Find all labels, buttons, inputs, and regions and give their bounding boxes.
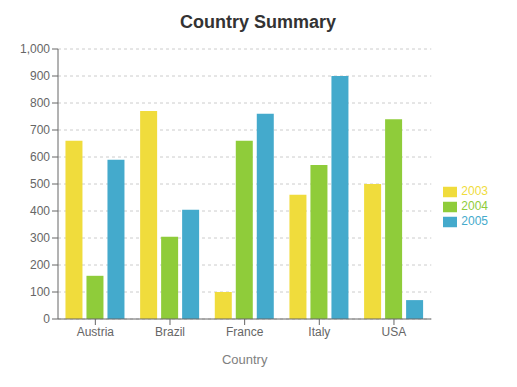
svg-text:Brazil: Brazil — [155, 325, 185, 339]
svg-text:France: France — [226, 325, 264, 339]
svg-text:0: 0 — [43, 312, 50, 326]
svg-text:500: 500 — [30, 177, 50, 191]
svg-text:USA: USA — [382, 325, 407, 339]
svg-text:600: 600 — [30, 150, 50, 164]
svg-text:Austria: Austria — [77, 325, 115, 339]
svg-text:1,000: 1,000 — [20, 42, 50, 56]
svg-text:Italy: Italy — [308, 325, 330, 339]
svg-text:800: 800 — [30, 96, 50, 110]
html-text:2004: 2004 — [461, 199, 488, 214]
svg-text:Country: Country — [222, 352, 268, 367]
svg-text:700: 700 — [30, 123, 50, 137]
svg-text:200: 200 — [30, 258, 50, 272]
html-text:2003: 2003 — [461, 184, 488, 199]
html-text:2005: 2005 — [461, 213, 488, 228]
html-text:Country Summary: Country Summary — [180, 12, 336, 32]
svg-text:900: 900 — [30, 69, 50, 83]
svg-text:300: 300 — [30, 231, 50, 245]
svg-text:400: 400 — [30, 204, 50, 218]
svg-text:100: 100 — [30, 285, 50, 299]
